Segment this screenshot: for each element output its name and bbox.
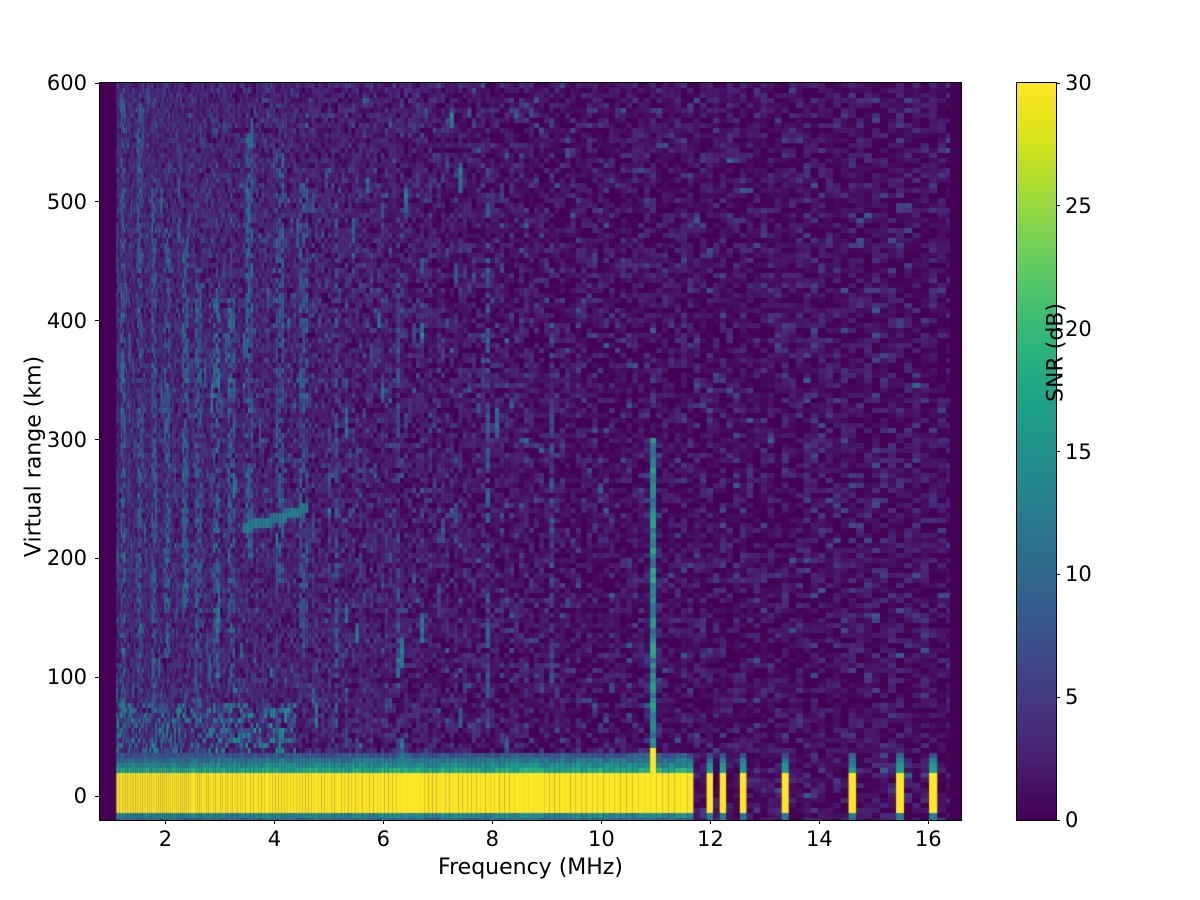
colorbar-tick-label: 10 [1065, 562, 1092, 587]
colorbar-tick-mark [1056, 82, 1060, 84]
x-tick-mark [818, 820, 820, 824]
ionogram-plot-area[interactable] [99, 82, 962, 821]
colorbar-tick-mark [1056, 696, 1060, 698]
y-tick-label: 0 [73, 784, 87, 809]
x-tick-mark [927, 820, 929, 824]
colorbar-tick-mark [1056, 573, 1060, 575]
y-tick-mark [95, 320, 99, 322]
y-tick-mark [95, 439, 99, 441]
colorbar-tick-label: 5 [1065, 685, 1079, 710]
colorbar-tick-mark [1056, 819, 1060, 821]
y-tick-mark [95, 557, 99, 560]
x-tick-label: 10 [587, 827, 615, 851]
x-tick-label: 12 [696, 827, 724, 851]
colorbar-tick-label: 0 [1065, 808, 1079, 832]
y-tick-mark [95, 795, 99, 797]
y-tick-label: 400 [46, 308, 87, 333]
x-tick-label: 2 [158, 827, 173, 851]
x-tick-label: 4 [267, 827, 282, 851]
x-tick-mark [491, 820, 493, 824]
colorbar-tick-label: 25 [1065, 193, 1092, 218]
x-axis-label: Frequency (MHz) [438, 855, 623, 880]
colorbar-gradient [1016, 82, 1057, 821]
x-tick-label: 16 [914, 827, 942, 851]
y-tick-label: 200 [46, 546, 87, 571]
y-tick-mark [95, 676, 99, 678]
ionogram-heatmap [100, 83, 961, 820]
y-tick-mark [95, 82, 99, 84]
x-tick-mark [164, 820, 166, 824]
colorbar-tick-mark [1056, 328, 1060, 330]
colorbar-label: SNR (dB) [1043, 303, 1069, 402]
x-tick-label: 6 [376, 827, 391, 851]
x-tick-mark [709, 820, 711, 824]
y-tick-label: 100 [46, 665, 87, 690]
colorbar-tick-mark [1056, 205, 1060, 207]
x-tick-mark [600, 820, 602, 824]
colorbar-tick-label: 15 [1065, 439, 1092, 464]
x-tick-mark [382, 820, 384, 824]
y-tick-mark [95, 201, 99, 203]
y-tick-label: 600 [46, 71, 87, 95]
y-axis-label: Virtual range (km) [21, 355, 47, 558]
y-tick-label: 300 [46, 427, 87, 452]
colorbar-tick-label: 20 [1065, 316, 1092, 341]
y-tick-label: 500 [46, 189, 87, 214]
colorbar-tick-mark [1056, 451, 1060, 453]
colorbar-tick-label: 30 [1065, 71, 1092, 95]
snr-colorbar[interactable] [1016, 82, 1057, 821]
x-tick-label: 14 [805, 827, 833, 851]
x-tick-label: 8 [485, 827, 500, 851]
x-tick-mark [273, 820, 275, 824]
